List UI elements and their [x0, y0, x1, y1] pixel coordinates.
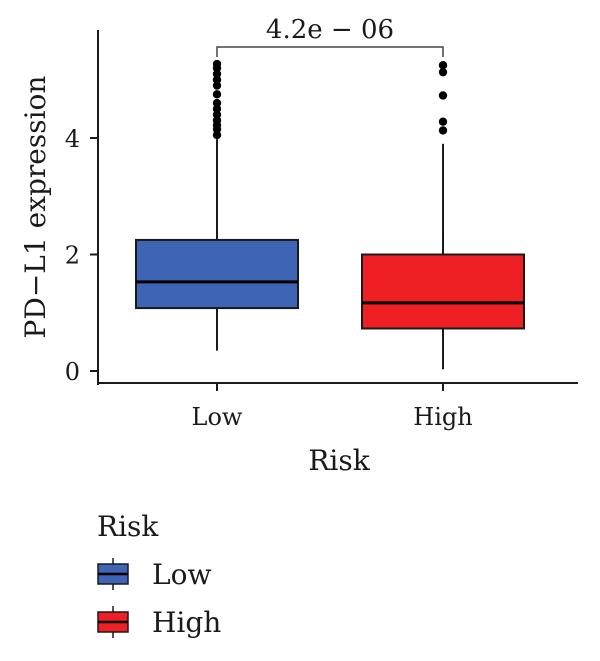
- outlier-point: [438, 126, 448, 135]
- significance-annotation: 4.2e − 06: [216, 15, 444, 57]
- boxes-layer: [135, 59, 525, 370]
- outlier-point: [212, 130, 222, 140]
- y-axis-title: PD−L1 expression: [19, 76, 52, 339]
- outlier-point: [438, 60, 448, 70]
- x-tick-label: Low: [192, 403, 243, 431]
- x-axis-title: Risk: [308, 444, 370, 477]
- outlier-point: [212, 59, 222, 69]
- outlier-point: [212, 98, 222, 108]
- outlier-point: [438, 117, 448, 126]
- y-tick-label: 4: [65, 125, 80, 153]
- axes: 0 2 4 Low High Risk PD−L1 expression: [19, 30, 578, 477]
- box-low: [135, 238, 299, 310]
- legend-label: High: [152, 606, 221, 639]
- significance-label: 4.2e − 06: [266, 15, 394, 45]
- outlier-point: [438, 91, 448, 100]
- outlier-point: [212, 116, 222, 125]
- legend-title: Risk: [97, 510, 159, 543]
- box-high: [361, 253, 525, 330]
- legend-label: Low: [152, 558, 211, 591]
- outlier-point: [212, 69, 222, 79]
- box-group-low: [135, 59, 299, 351]
- legend-item-high: High: [97, 606, 221, 639]
- outlier-point: [212, 81, 222, 90]
- y-tick-label: 2: [65, 242, 80, 270]
- significance-bracket: [216, 46, 444, 57]
- x-tick-label: High: [413, 403, 472, 431]
- outlier-point: [212, 110, 222, 119]
- box-group-high: [361, 60, 525, 370]
- outlier-point: [212, 104, 222, 114]
- legend-item-low: Low: [97, 558, 211, 591]
- outlier-point: [438, 67, 448, 77]
- outlier-point: [212, 75, 222, 84]
- y-tick-label: 0: [65, 358, 80, 386]
- outlier-point: [212, 90, 222, 99]
- legend: Risk Low High: [97, 510, 221, 639]
